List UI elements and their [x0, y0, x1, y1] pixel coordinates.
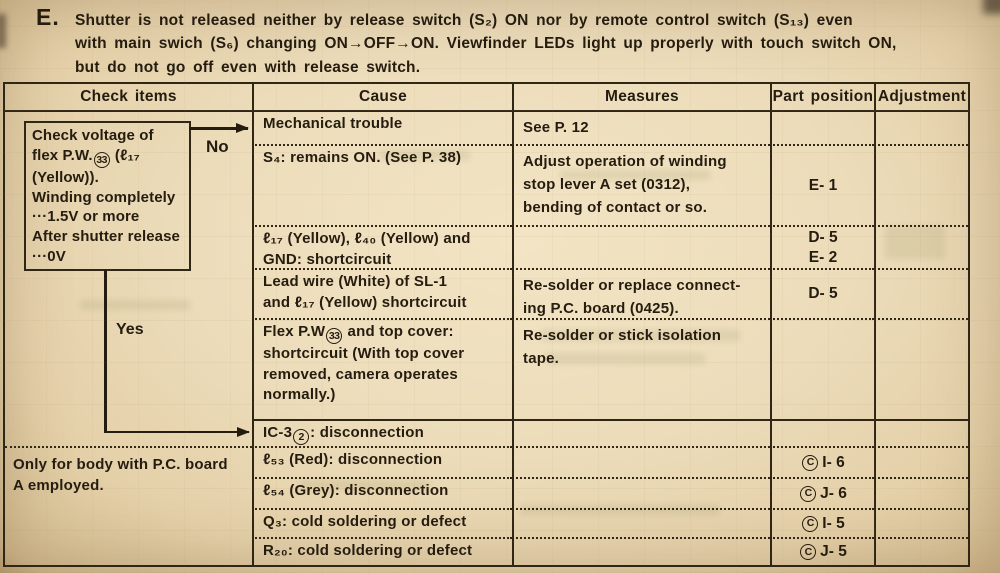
cause-cell: Lead wire (White) of SL-1 and ℓ₁₇ (Yello… [252, 270, 512, 320]
adjustment-cell [874, 448, 968, 479]
adjustment-cell [874, 227, 968, 270]
measures-cell [512, 539, 770, 565]
adjustment-cell [874, 539, 968, 565]
cause-cell: Flex P.W 33 and top cover: shortcircuit (… [252, 320, 512, 421]
cause-cell: ℓ₅₄ (Grey): disconnection [252, 479, 512, 510]
measures-cell [512, 421, 770, 448]
column-header-cause: Cause [252, 84, 512, 112]
no-label: No [206, 137, 229, 156]
check-box-line: (Yellow)). [32, 168, 99, 186]
part-position-cell [770, 421, 874, 448]
adjustment-cell [874, 320, 968, 421]
yes-line-vertical [104, 270, 107, 433]
measures-cell [512, 448, 770, 479]
part-position-cell: C J- 6 [770, 479, 874, 510]
measures-cell: Re-solder or stick isolation tape. [512, 320, 770, 421]
cause-cell: S₄: remains ON. (See P. 38) [252, 146, 512, 227]
troubleshooting-table: Check items Cause Measures Part position… [3, 82, 970, 567]
yes-arrow [104, 426, 250, 437]
column-header-check-items: Check items [5, 84, 252, 112]
part-position-cell: C J- 5 [770, 539, 874, 565]
part-position-cell: D- 5 E- 2 [770, 227, 874, 270]
column-header-measures: Measures [512, 84, 770, 112]
check-voltage-box: Check voltage of flex P.W. 33 (ℓ₁₇ (Yello… [24, 121, 191, 271]
measures-cell [512, 510, 770, 539]
cause-cell: R₂₀: cold soldering or defect [252, 539, 512, 565]
cause-cell: Q₃: cold soldering or defect [252, 510, 512, 539]
part-position-cell: D- 5 [770, 270, 874, 320]
check-box-line: Check voltage of [32, 127, 154, 144]
cause-cell: ℓ₅₃ (Red): disconnection [252, 448, 512, 479]
adjustment-cell [874, 112, 968, 146]
check-box-line: Winding completely [32, 188, 176, 206]
arrowhead-icon [236, 123, 249, 134]
measures-cell: See P. 12 [512, 112, 770, 146]
check-box-line: ···1.5V or more [32, 208, 140, 226]
adjustment-cell [874, 146, 968, 227]
arrowhead-icon [237, 426, 250, 437]
part-position-cell: C I- 5 [770, 510, 874, 539]
photo-edge-shadow [0, 14, 6, 48]
cause-cell: IC-3 2: disconnection [252, 421, 512, 448]
column-header-adjustment: Adjustment [874, 84, 968, 112]
circled-c: C [802, 515, 819, 532]
circled-2: 2 [293, 429, 310, 446]
check-flow-cell: Check voltage of flex P.W. 33 (ℓ₁₇ (Yello… [5, 112, 252, 448]
yes-label: Yes [116, 321, 144, 338]
adjustment-cell [874, 479, 968, 510]
cause-cell: ℓ₁₇ (Yellow), ℓ₄₀ (Yellow) and GND: shor… [252, 227, 512, 270]
section-description: Shutter is not released neither by relea… [75, 12, 897, 76]
measures-cell: Re-solder or replace connect- ing P.C. b… [512, 270, 770, 320]
circled-c: C [800, 485, 817, 502]
part-position-cell: E- 1 [770, 146, 874, 227]
note-cell: Only for body with P.C. board A employed… [13, 456, 228, 494]
column-header-part-position: Part position [770, 84, 874, 112]
adjustment-cell [874, 270, 968, 320]
adjustment-cell [874, 421, 968, 448]
measures-cell [512, 227, 770, 270]
no-arrow [189, 123, 249, 134]
check-box-line: ···0V [32, 247, 66, 265]
part-position-cell [770, 320, 874, 421]
circled-c: C [800, 544, 817, 560]
part-position-cell: C I- 6 [770, 448, 874, 479]
circled-33: 33 [93, 151, 110, 168]
circled-33: 33 [326, 328, 343, 345]
measures-cell [512, 479, 770, 510]
circled-c: C [802, 454, 819, 471]
measures-cell: Adjust operation of winding stop lever A… [512, 146, 770, 227]
cause-cell: Mechanical trouble [252, 112, 512, 146]
part-position-cell [770, 112, 874, 146]
check-box-line: flex P.W. 33 (ℓ₁₇ [32, 146, 183, 168]
section-letter: E. [36, 4, 60, 30]
adjustment-cell [874, 510, 968, 539]
check-box-line: After shutter release [32, 228, 180, 246]
